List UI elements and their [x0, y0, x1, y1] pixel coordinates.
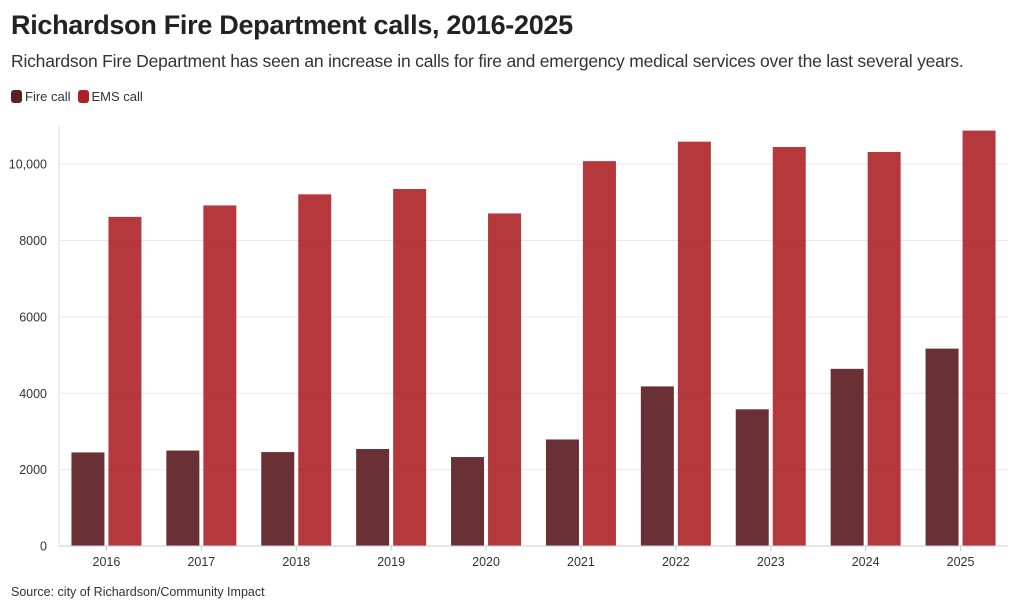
y-tick-label: 2000 [19, 463, 47, 477]
source-note: Source: city of Richardson/Community Imp… [11, 585, 265, 599]
y-tick-label: 6000 [19, 310, 47, 324]
bar-ems-call [867, 151, 901, 547]
y-tick-label: 0 [40, 540, 47, 554]
legend-label-ems-call: EMS call [91, 89, 143, 104]
x-tick-label: 2016 [93, 555, 121, 569]
bar-ems-call [772, 147, 806, 546]
legend-swatch-ems-call [77, 90, 89, 103]
legend-swatch-fire-call [11, 90, 22, 103]
bar-ems-call [203, 205, 237, 546]
bar-fire-call [166, 450, 200, 546]
x-tick-label: 2024 [852, 555, 880, 569]
bar-fire-call [71, 452, 105, 546]
bar-ems-call [582, 161, 616, 547]
bar-fire-call [451, 457, 485, 546]
bar-ems-call [677, 141, 711, 546]
chart-legend: Fire call EMS call [11, 89, 150, 104]
bar-ems-call [393, 189, 427, 546]
bar-fire-call [925, 348, 959, 546]
x-tick-label: 2017 [187, 555, 215, 569]
bar-ems-call [298, 194, 332, 546]
bar-fire-call [830, 368, 864, 546]
y-tick-label: 8000 [19, 234, 47, 248]
legend-item-ems-call[interactable]: EMS call [77, 89, 143, 104]
bar-ems-call [962, 130, 996, 546]
x-tick-label: 2019 [377, 555, 405, 569]
x-tick-label: 2020 [472, 555, 500, 569]
chart-subtitle: Richardson Fire Department has seen an i… [11, 51, 964, 71]
bar-fire-call [545, 439, 579, 546]
x-tick-label: 2018 [282, 555, 310, 569]
legend-item-fire-call[interactable]: Fire call [11, 89, 71, 104]
bar-fire-call [735, 409, 769, 546]
bar-ems-call [108, 216, 142, 546]
x-tick-label: 2021 [567, 555, 595, 569]
x-tick-label: 2025 [947, 555, 975, 569]
x-tick-label: 2022 [662, 555, 690, 569]
y-tick-label: 10,000 [9, 158, 47, 172]
bar-ems-call [488, 213, 522, 546]
bar-fire-call [640, 386, 674, 546]
bar-fire-call [261, 452, 295, 546]
bar-fire-call [356, 449, 390, 546]
chart-title: Richardson Fire Department calls, 2016-2… [11, 10, 573, 40]
y-tick-label: 4000 [19, 387, 47, 401]
x-tick-label: 2023 [757, 555, 785, 569]
legend-label-fire-call: Fire call [25, 89, 71, 104]
